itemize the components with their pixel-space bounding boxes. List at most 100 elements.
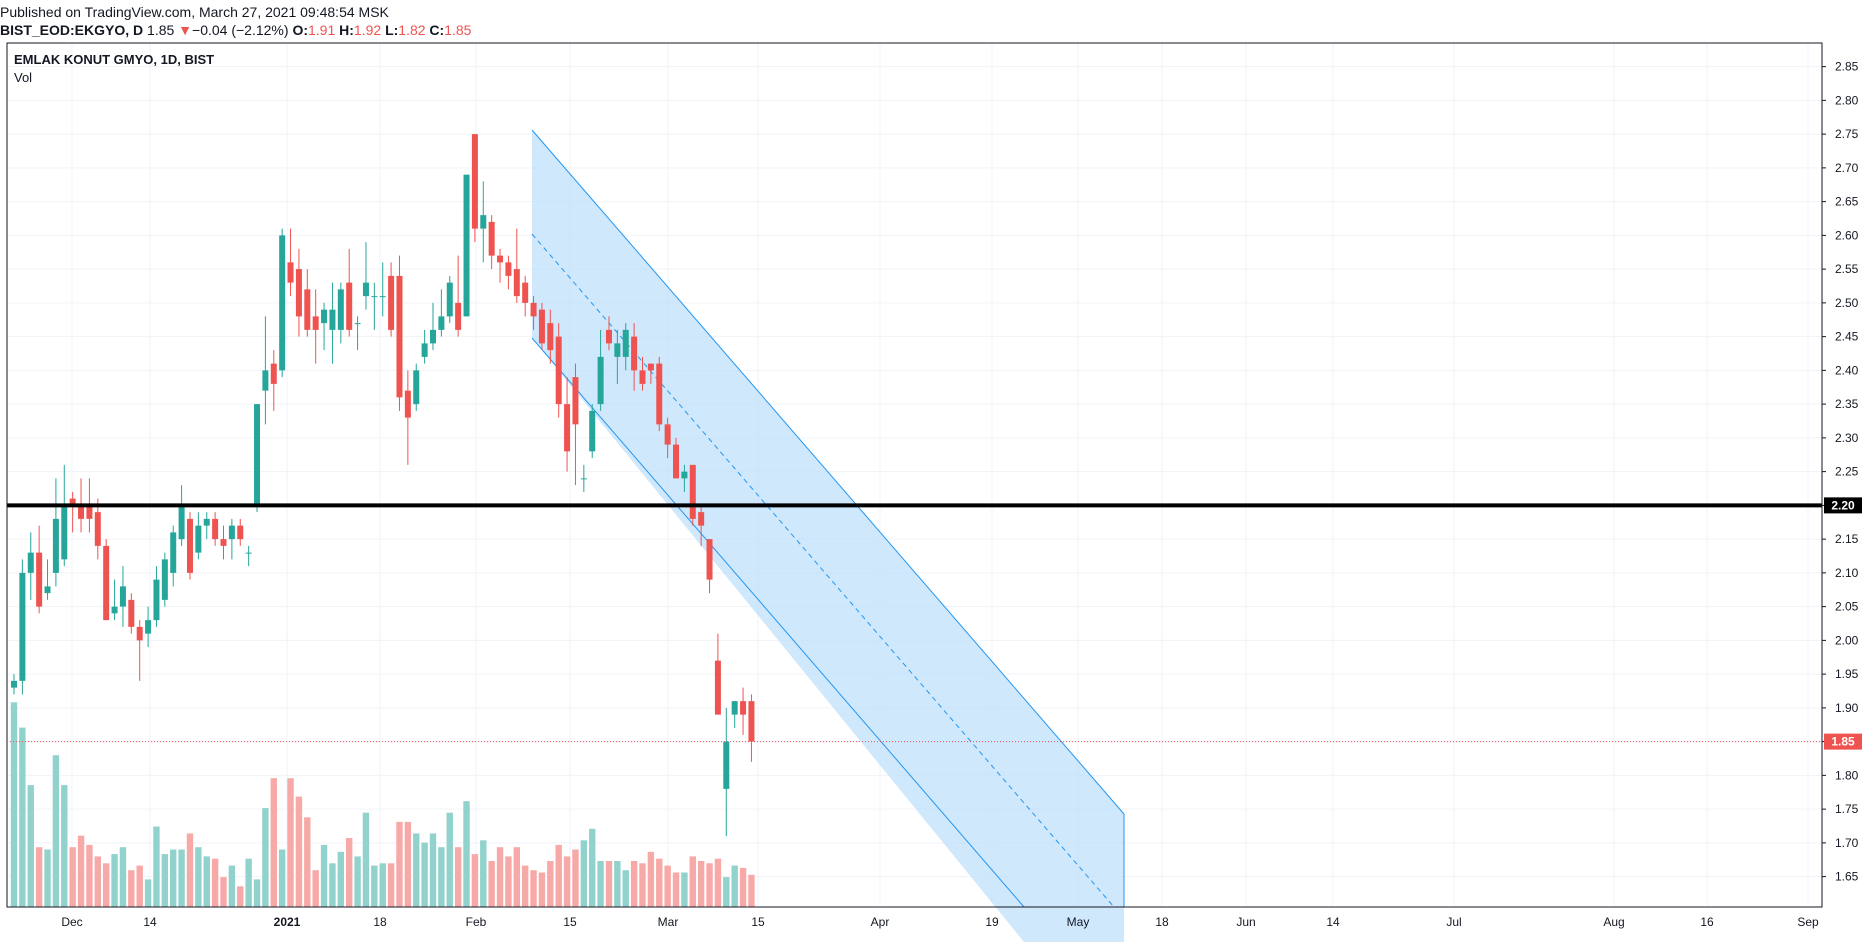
candle-body: [513, 269, 520, 297]
candle-body: [153, 579, 160, 621]
price-change: −0.04 (−2.12%): [192, 22, 289, 38]
candle-body: [279, 235, 286, 371]
volume-bar: [589, 828, 596, 907]
candle-body: [455, 302, 462, 330]
y-tick-label: 2.55: [1835, 262, 1859, 276]
y-tick-label: 2.35: [1835, 397, 1859, 411]
volume-bar: [672, 872, 680, 907]
volume-bar: [429, 833, 437, 907]
volume-bar: [463, 801, 470, 907]
volume-bar: [371, 865, 378, 907]
candle-body: [61, 505, 68, 560]
channel-fill: [532, 130, 1124, 942]
candle-body: [78, 505, 85, 519]
candle-body: [19, 572, 26, 681]
candle-body: [27, 552, 34, 573]
x-tick-label: Feb: [466, 915, 487, 929]
candle-body: [354, 323, 361, 325]
volume-bar: [287, 778, 294, 907]
axes: 2.85 2.80 2.75 2.70 2.65 2.60 2.55 2.50 2.45 2.40…: [6, 42, 1862, 929]
volume-bar: [346, 838, 353, 907]
volume-bars: [10, 702, 755, 907]
volume-bar: [111, 854, 118, 907]
candle-body: [731, 701, 738, 715]
candle-body: [111, 606, 118, 614]
volume-bar: [421, 842, 428, 907]
volume-bar: [102, 863, 110, 907]
candle-body: [186, 518, 193, 573]
candle-body: [245, 552, 252, 554]
volume-bar: [622, 870, 629, 907]
candle-body: [312, 316, 319, 330]
volume-bar: [404, 821, 412, 907]
y-tick-label: 2.00: [1835, 633, 1859, 647]
volume-bar: [220, 877, 227, 907]
volume-bar: [77, 835, 85, 907]
candle-body: [170, 532, 177, 573]
y-tick-label: 2.80: [1835, 93, 1859, 107]
high-value: 1.92: [353, 22, 382, 38]
volume-bar: [161, 854, 169, 907]
candle-body: [69, 498, 76, 506]
volume-bar: [278, 849, 286, 907]
volume-bar: [739, 867, 747, 907]
candle-body: [522, 282, 529, 303]
horizontal-line-badge: [1824, 497, 1862, 514]
candle-body: [673, 444, 680, 479]
candle-body: [119, 586, 126, 607]
candle-body: [664, 424, 671, 445]
y-tick-label: 1.65: [1835, 870, 1859, 884]
y-tick-label: 1.95: [1835, 667, 1859, 681]
volume-bar: [530, 870, 537, 907]
legend-title: EMLAK KONUT GMYO, 1D, BIST: [14, 52, 215, 67]
candle-body: [128, 599, 135, 627]
volume-bar: [438, 847, 445, 907]
candle-body: [237, 525, 244, 540]
open-value: 1.91: [308, 22, 336, 38]
volume-bar: [748, 874, 755, 907]
candle-body: [488, 221, 495, 256]
x-tick-label: 18: [1155, 915, 1169, 929]
y-tick-label: 1.75: [1835, 802, 1859, 816]
candle-body: [404, 390, 411, 418]
y-tick-label: 1.80: [1835, 768, 1859, 782]
volume-bar: [714, 858, 722, 907]
volume-bar: [614, 861, 621, 907]
candle-body: [681, 471, 688, 479]
volume-bar: [697, 861, 705, 907]
candle-body: [329, 309, 336, 330]
volume-bar: [639, 863, 646, 907]
x-tick-label: 19: [985, 915, 999, 929]
volume-bar: [563, 856, 571, 907]
candle-body: [52, 518, 59, 573]
y-tick-label: 2.60: [1835, 228, 1859, 242]
volume-bar: [61, 785, 68, 907]
candle-body: [505, 262, 512, 276]
volume-bar: [547, 861, 554, 907]
channel-upper-line: [531, 129, 1125, 815]
candle-body: [530, 302, 537, 317]
volume-bar: [304, 817, 311, 907]
candle-body: [103, 545, 110, 621]
volume-bar: [488, 861, 495, 907]
candle-body: [295, 269, 302, 317]
x-tick-label: Sep: [1797, 915, 1819, 929]
volume-bar: [362, 812, 370, 907]
volume-bar: [396, 821, 403, 907]
volume-bar: [320, 844, 328, 907]
volume-bar: [237, 886, 244, 907]
y-tick-label: 2.05: [1835, 600, 1859, 614]
candles: [11, 134, 755, 837]
candle-body: [497, 255, 504, 263]
candle-body: [212, 518, 219, 540]
candle-body: [371, 296, 378, 298]
y-tick-label: 2.85: [1835, 60, 1859, 74]
candle-body: [413, 370, 420, 405]
volume-bar: [186, 833, 194, 907]
candle-body: [622, 329, 629, 357]
candle-body: [430, 329, 436, 344]
candle-body: [589, 410, 596, 452]
volume-bar: [630, 861, 638, 907]
candle-body: [94, 512, 101, 546]
